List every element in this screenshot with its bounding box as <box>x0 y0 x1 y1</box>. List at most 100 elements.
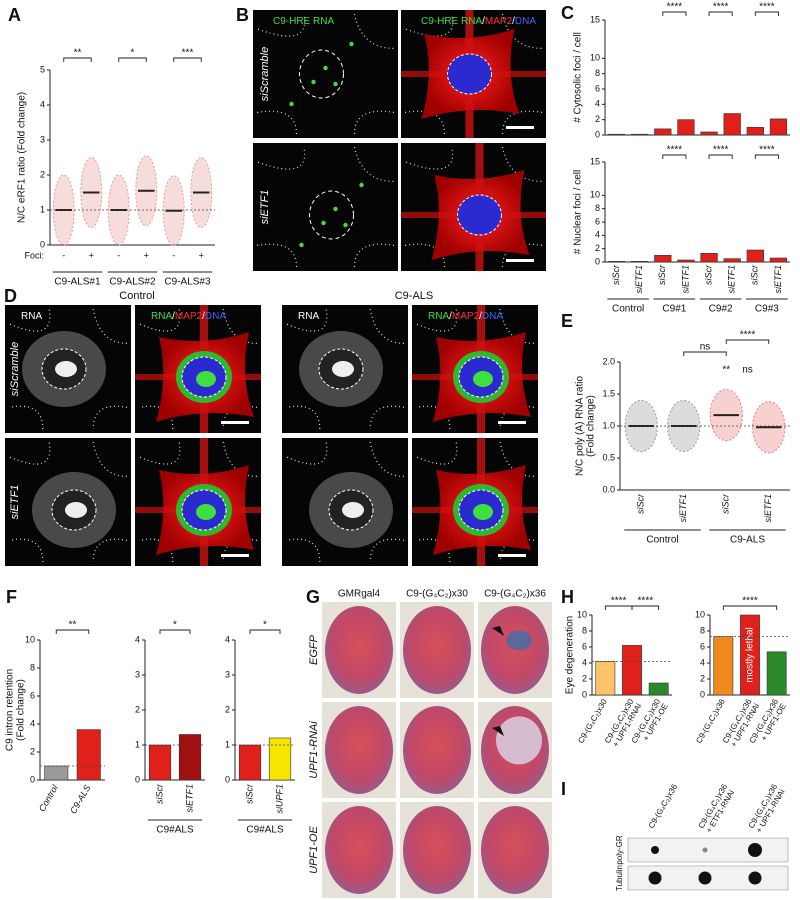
category-label: siScr <box>244 783 254 804</box>
panel-letter: E <box>561 311 573 331</box>
channel-part: / <box>202 311 205 322</box>
y-tick-label: 1.5 <box>602 388 615 398</box>
cell-outline <box>415 441 535 563</box>
panel-letter: C <box>561 3 574 23</box>
group-label: C9#ALS <box>156 825 194 836</box>
group-label: Control <box>646 535 678 546</box>
scale-bar <box>506 259 534 262</box>
y-tick-label: 1 <box>40 204 45 214</box>
significance-label: ** <box>69 620 77 631</box>
rna-focus <box>333 206 338 212</box>
y-tick-label: 4 <box>40 99 45 109</box>
y-tick-label: 15 <box>590 14 600 24</box>
y-tick-label: 4 <box>595 99 600 109</box>
scale-bar <box>498 554 526 557</box>
bar <box>746 127 764 136</box>
nucleus <box>447 53 492 95</box>
category-label: C9-(G₄C₂)x36 <box>647 782 680 830</box>
y-tick-label: 1.0 <box>602 420 615 430</box>
y-tick-label: 6 <box>30 690 35 700</box>
bar <box>700 253 718 263</box>
significance-label: ** <box>74 48 82 59</box>
bar <box>631 261 649 263</box>
channel-part: RNA <box>298 311 319 322</box>
significance-bracket <box>159 629 191 634</box>
rna-focus <box>333 81 338 87</box>
y-tick-label: 4 <box>595 230 600 240</box>
row-label: Tubulin <box>615 865 624 891</box>
nuclear-signal <box>332 361 354 377</box>
significance-label: **** <box>742 596 758 607</box>
row-label: siScramble <box>259 47 271 101</box>
channel-label: RNA/MAP2/DNA <box>428 311 503 322</box>
bar <box>723 258 741 263</box>
category-label: siScr <box>750 264 760 285</box>
panel-letter: D <box>4 286 17 306</box>
category-label: - <box>117 250 120 260</box>
y-tick-label: 8 <box>595 68 600 78</box>
y-tick-label: 3 <box>225 669 230 679</box>
group-label: C9#3 <box>755 304 779 315</box>
category-label: C9-ALS <box>68 783 92 815</box>
group-label: C9#1 <box>662 304 686 315</box>
y-tick-label: 1 <box>135 739 140 749</box>
condition-label: C9-ALS <box>395 290 434 302</box>
channel-part: DNA <box>515 16 536 27</box>
nucleus-outline <box>309 190 354 240</box>
significance-label: **** <box>759 145 775 156</box>
y-tick-label: 0 <box>700 689 705 699</box>
y-tick-label: 4 <box>30 718 35 728</box>
micrograph <box>253 10 398 138</box>
bar <box>677 119 695 136</box>
channel-part: / <box>172 311 175 322</box>
category-label: siUPF1 <box>274 784 284 814</box>
nucleus-outline <box>299 49 344 99</box>
significance-label: **** <box>638 596 654 607</box>
y-tick-label: 2 <box>225 704 230 714</box>
bar <box>740 614 760 696</box>
channel-part: / <box>479 311 482 322</box>
significance-label: * <box>263 620 267 631</box>
scale-bar <box>221 421 249 424</box>
label-line: C9-(G₄C₂)x36 <box>647 782 680 830</box>
fly-eye <box>481 606 549 694</box>
channel-part: MAP2 <box>175 311 203 322</box>
y-axis-label: # Cytosolic foci / cell <box>573 32 584 123</box>
y-tick-label: 2 <box>582 673 587 683</box>
y-tick-label: 10 <box>25 634 35 644</box>
y-tick-label: 8 <box>595 203 600 213</box>
row-label: UPF1-OE <box>308 826 320 874</box>
nucleus <box>457 194 502 236</box>
rna-inclusion <box>196 504 216 520</box>
category-label: siScr <box>636 493 646 514</box>
nuclear-signal <box>342 502 364 518</box>
y-axis-label: C9 intron retention <box>5 669 16 751</box>
category-label: + <box>89 250 94 260</box>
bar <box>700 131 718 136</box>
y-tick-label: 2 <box>595 243 600 253</box>
channel-label: RNA/MAP2/DNA <box>151 311 226 322</box>
bar <box>607 261 626 263</box>
y-tick-label: 5 <box>40 64 45 74</box>
significance-bracket <box>249 629 281 634</box>
scale-bar <box>498 421 526 424</box>
rna-focus <box>349 41 354 47</box>
category-label: siScr <box>657 264 667 285</box>
significance-label: **** <box>611 596 627 607</box>
channel-part: / <box>512 16 515 27</box>
y-tick-label: 8 <box>30 662 35 672</box>
significance-bracket <box>708 11 733 16</box>
bar <box>148 744 172 781</box>
rna-focus <box>321 220 326 226</box>
bar <box>746 249 764 263</box>
y-tick-label: 15 <box>590 156 600 166</box>
significance-label: * <box>131 48 135 59</box>
fly-eye <box>325 806 393 894</box>
bar <box>769 257 788 263</box>
y-tick-label: 10 <box>695 609 705 619</box>
row-label: siScramble <box>9 342 21 396</box>
significance-bracket <box>725 339 770 344</box>
cell-outline <box>138 441 258 563</box>
significance-label: **** <box>740 330 756 341</box>
